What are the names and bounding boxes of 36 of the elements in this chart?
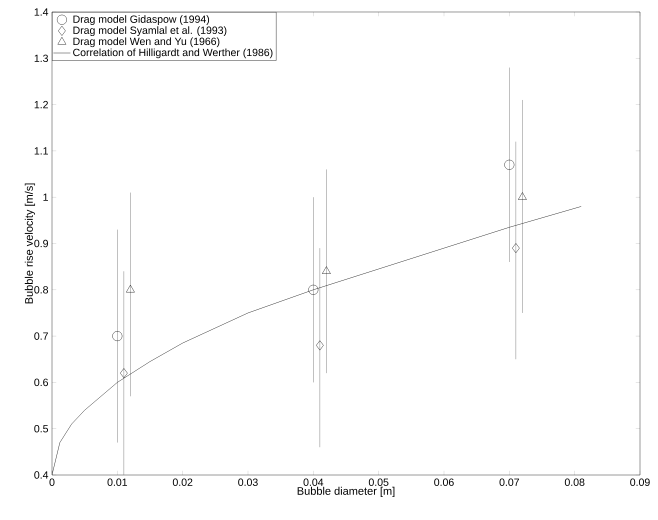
point	[322, 266, 331, 274]
x-axis-title: Bubble diameter [m]	[298, 486, 394, 498]
x-tick-label: 0.06	[434, 478, 454, 486]
y-tick-label: 1	[43, 194, 48, 201]
point	[316, 340, 324, 350]
y-tick-label: 1.1	[34, 147, 48, 155]
y-tick-label: 0.9	[34, 240, 48, 248]
y-tick-label: 1.2	[34, 100, 48, 108]
y-tick-label: 0.5	[34, 424, 48, 432]
x-tick-label: 0.08	[564, 478, 584, 486]
x-tick-label: 0.03	[238, 478, 258, 486]
x-tick-label: 0.02	[172, 478, 192, 486]
legend-label: Drag model Syamlal et al. (1993)	[73, 26, 226, 36]
y-tick-label: 0.8	[34, 286, 48, 294]
point	[512, 243, 520, 254]
x-tick-label: 0	[49, 478, 54, 486]
point	[112, 331, 122, 342]
y-axis-title: Bubble rise velocity [m/s]	[24, 183, 36, 304]
point	[518, 192, 527, 200]
x-tick-label: 0.07	[500, 478, 520, 486]
y-tick-label: 1.4	[34, 8, 48, 16]
point	[120, 368, 128, 378]
legend-label: Correlation of Hilligardt and Werther (1986)	[73, 48, 272, 58]
x-tick-label: 0.05	[368, 478, 388, 486]
y-tick-label: 0.7	[34, 332, 48, 340]
x-tick-label: 0.04	[304, 478, 324, 486]
y-tick-label: 0.6	[34, 378, 48, 386]
x-tick-label: 0.09	[630, 478, 650, 486]
point	[308, 284, 318, 295]
point	[126, 284, 135, 292]
y-tick-label: 0.4	[34, 471, 48, 479]
legend-label: Drag model Gidaspow (1994)	[73, 15, 210, 25]
x-tick-label: 0.01	[108, 478, 128, 486]
point	[504, 160, 514, 170]
legend-label: Drag model Wen and Yu (1966)	[73, 37, 220, 48]
y-tick-label: 1.3	[34, 54, 48, 62]
